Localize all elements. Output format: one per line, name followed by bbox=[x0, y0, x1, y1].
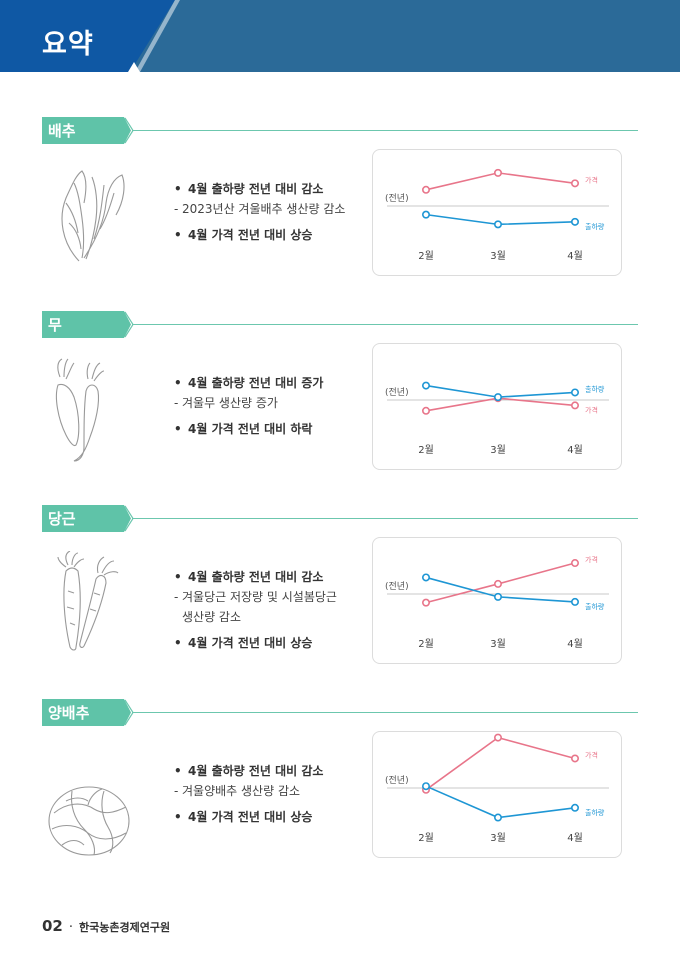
bullet-detail: 겨울양배추 생산량 감소 bbox=[174, 781, 364, 801]
organization-name: 한국농촌경제연구원 bbox=[79, 921, 171, 934]
shipment-series-point bbox=[494, 592, 503, 601]
trend-chart: (전년) 2월 3월 4월 가격 출하량 bbox=[372, 343, 622, 470]
price-series-point bbox=[571, 401, 580, 410]
shipment-series-legend-label: 출하량 bbox=[585, 384, 605, 393]
price-series-point bbox=[494, 579, 503, 588]
shipment-series-point bbox=[421, 782, 430, 791]
shipment-series-point bbox=[571, 217, 580, 226]
section-divider bbox=[132, 712, 638, 713]
shipment-series-point bbox=[494, 813, 503, 822]
section-tag-label: 당근 bbox=[48, 510, 76, 528]
x-tick-label: 2월 bbox=[418, 832, 434, 844]
cabbage-icon bbox=[44, 783, 134, 883]
x-tick-label: 4월 bbox=[567, 444, 583, 456]
baseline-label: (전년) bbox=[385, 581, 409, 592]
baseline-label: (전년) bbox=[385, 775, 409, 786]
price-series-point bbox=[421, 406, 430, 415]
x-tick-label: 4월 bbox=[567, 250, 583, 262]
price-series-point bbox=[571, 754, 580, 763]
x-tick-label: 3월 bbox=[490, 444, 506, 456]
bullet-detail-line: 생산량 감소 bbox=[182, 610, 242, 624]
separator-dot: · bbox=[68, 920, 74, 935]
shipment-series-point bbox=[571, 803, 580, 812]
x-tick-label: 3월 bbox=[490, 250, 506, 262]
price-series-legend-label: 가격 bbox=[585, 405, 598, 414]
shipment-series-point bbox=[421, 573, 430, 582]
x-tick-label: 2월 bbox=[418, 638, 434, 650]
x-tick-label: 3월 bbox=[490, 832, 506, 844]
bullet-detail-line: 겨울당근 저장량 및 시설봄당근 bbox=[182, 590, 337, 604]
page-title: 요약 bbox=[42, 29, 94, 60]
bullet-price: 4월 가격 전년 대비 상승 bbox=[174, 633, 364, 653]
x-tick-label: 2월 bbox=[418, 250, 434, 262]
section-tag-label: 무 bbox=[48, 316, 62, 334]
price-series-legend-label: 가격 bbox=[585, 750, 598, 759]
shipment-series-legend-label: 출하량 bbox=[585, 222, 605, 231]
price-series-point bbox=[421, 185, 430, 194]
shipment-series-point bbox=[494, 220, 503, 229]
baseline-label: (전년) bbox=[385, 387, 409, 398]
bullet-shipment: 4월 출하량 전년 대비 감소 bbox=[174, 179, 364, 199]
price-series-legend-label: 가격 bbox=[585, 175, 598, 184]
price-series-point bbox=[571, 179, 580, 188]
summary-bullets: 4월 출하량 전년 대비 증가 겨울무 생산량 증가 4월 가격 전년 대비 하… bbox=[174, 373, 364, 439]
summary-bullets: 4월 출하량 전년 대비 감소 2023년산 겨울배추 생산량 감소 4월 가격… bbox=[174, 179, 364, 245]
section-napa-cabbage: 배추 4월 출하량 전년 대비 감소 2023년산 겨울배추 생산량 감소 4월… bbox=[0, 117, 680, 311]
bullet-detail: 겨울무 생산량 증가 bbox=[174, 393, 364, 413]
shipment-series-point bbox=[421, 381, 430, 390]
page-header: 요약 bbox=[0, 0, 680, 72]
price-series-point bbox=[571, 559, 580, 568]
bullet-shipment: 4월 출하량 전년 대비 감소 bbox=[174, 567, 364, 587]
section-divider bbox=[132, 324, 638, 325]
bullet-detail: 2023년산 겨울배추 생산량 감소 bbox=[174, 199, 364, 219]
shipment-series-legend-label: 출하량 bbox=[585, 808, 605, 817]
radish-icon bbox=[44, 357, 134, 462]
section-divider bbox=[132, 518, 638, 519]
shipment-series-line bbox=[425, 785, 576, 819]
shipment-series-point bbox=[421, 210, 430, 219]
bullet-price: 4월 가격 전년 대비 상승 bbox=[174, 807, 364, 827]
summary-bullets: 4월 출하량 전년 대비 감소 겨울양배추 생산량 감소 4월 가격 전년 대비… bbox=[174, 761, 364, 827]
section-cabbage: 양배추 4월 출하량 전년 대비 감소 겨울양배추 생산량 감소 4월 가격 전… bbox=[0, 699, 680, 893]
bullet-price: 4월 가격 전년 대비 하락 bbox=[174, 419, 364, 439]
bullet-shipment: 4월 출하량 전년 대비 감소 bbox=[174, 761, 364, 781]
x-tick-label: 4월 bbox=[567, 832, 583, 844]
x-tick-label: 3월 bbox=[490, 638, 506, 650]
section-tag-label: 배추 bbox=[48, 122, 76, 140]
page-number: 02 bbox=[42, 917, 63, 935]
x-tick-label: 2월 bbox=[418, 444, 434, 456]
carrot-icon bbox=[44, 550, 134, 651]
baseline-label: (전년) bbox=[385, 193, 409, 204]
section-divider bbox=[132, 130, 638, 131]
price-series-point bbox=[494, 733, 503, 742]
shipment-series-point bbox=[494, 393, 503, 402]
price-series-line bbox=[425, 736, 576, 791]
shipment-series-point bbox=[571, 597, 580, 606]
price-series-legend-label: 가격 bbox=[585, 555, 598, 564]
bullet-price: 4월 가격 전년 대비 상승 bbox=[174, 225, 364, 245]
page-footer: 02 · 한국농촌경제연구원 bbox=[42, 917, 170, 935]
shipment-series-legend-label: 출하량 bbox=[585, 602, 605, 611]
x-tick-label: 4월 bbox=[567, 638, 583, 650]
bullet-shipment: 4월 출하량 전년 대비 증가 bbox=[174, 373, 364, 393]
section-tag-label: 양배추 bbox=[48, 704, 90, 722]
section-radish: 무 4월 출하량 전년 대비 증가 겨울무 생산량 증가 4월 가격 전년 대비… bbox=[0, 311, 680, 505]
price-series-point bbox=[494, 168, 503, 177]
price-series-point bbox=[421, 598, 430, 607]
napa-cabbage-icon bbox=[44, 163, 134, 263]
chart-svg: (전년) 2월 3월 4월 가격 출하량 bbox=[385, 381, 609, 456]
shipment-series-point bbox=[571, 388, 580, 397]
